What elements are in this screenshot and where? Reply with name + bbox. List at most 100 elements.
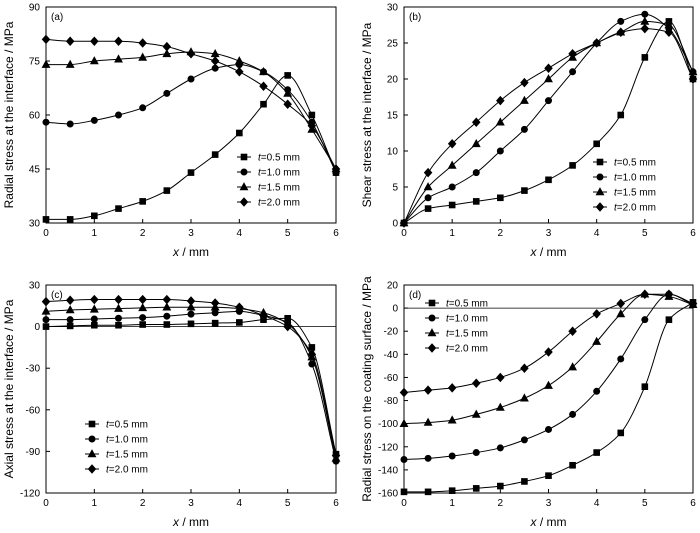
- data-point: [640, 23, 650, 34]
- data-point: [640, 16, 650, 25]
- data-point: [139, 314, 147, 322]
- data-point: [89, 56, 99, 65]
- x-tick-label: 5: [642, 498, 648, 509]
- series-circle: [400, 290, 697, 463]
- data-point: [91, 212, 98, 220]
- series-line: [45, 38, 337, 170]
- legend-label: t=1.0 mm: [106, 435, 148, 446]
- data-point: [41, 59, 51, 68]
- legend-marker: [88, 435, 96, 443]
- data-point: [495, 402, 505, 411]
- legend-label: t=2.0 mm: [446, 344, 488, 355]
- data-point: [593, 140, 600, 148]
- x-tick-label: 6: [690, 228, 696, 239]
- data-point: [259, 66, 268, 76]
- data-point: [520, 363, 529, 373]
- data-point: [424, 488, 432, 496]
- data-point: [472, 198, 480, 205]
- data-point: [307, 349, 317, 360]
- data-point: [260, 100, 267, 108]
- series-triangle: [399, 16, 698, 227]
- x-tick-label: 5: [285, 228, 291, 239]
- data-point: [308, 344, 316, 351]
- x-tick-label: 2: [498, 498, 504, 509]
- data-point: [211, 309, 219, 317]
- y-axis-title: Radial stress at the interface / MPa: [2, 21, 16, 208]
- data-point: [616, 27, 626, 37]
- data-point: [42, 216, 50, 223]
- data-point: [114, 294, 123, 305]
- data-point: [90, 294, 99, 305]
- data-point: [495, 117, 505, 126]
- data-point: [497, 194, 504, 202]
- data-point: [544, 74, 553, 83]
- x-tick-label: 2: [140, 228, 146, 239]
- legend-label: t=0.5 mm: [106, 420, 148, 431]
- series-line: [46, 51, 337, 170]
- data-point: [423, 417, 433, 426]
- y-tick-label: 5: [392, 183, 398, 194]
- y-tick-label: 0: [392, 304, 398, 315]
- legend-label: t=1.5 mm: [446, 329, 488, 340]
- data-point: [91, 321, 98, 329]
- data-point: [569, 461, 576, 469]
- data-point: [115, 111, 122, 119]
- data-point: [186, 302, 196, 311]
- data-point: [471, 378, 481, 388]
- data-point: [234, 56, 244, 65]
- data-point: [448, 452, 456, 460]
- legend-marker: [240, 168, 248, 176]
- data-point: [617, 355, 625, 363]
- data-point: [307, 121, 317, 131]
- data-point: [496, 95, 505, 106]
- data-point: [138, 294, 147, 305]
- x-tick-label: 4: [237, 228, 243, 239]
- data-point: [162, 302, 172, 311]
- legend-marker: [239, 182, 249, 191]
- legend-label: t=1.5 mm: [258, 183, 300, 194]
- x-tick-label: 0: [401, 498, 407, 509]
- y-axis-title: Axial stress at the interface / MPa: [2, 299, 16, 478]
- y-tick-label: 30: [29, 281, 41, 292]
- data-point: [114, 303, 123, 312]
- series-square: [42, 72, 340, 223]
- data-point: [65, 295, 75, 306]
- data-point: [569, 410, 577, 418]
- data-point: [259, 81, 268, 91]
- legend-marker: [428, 299, 436, 307]
- data-point: [568, 362, 578, 371]
- data-point: [569, 68, 577, 76]
- y-tick-label: -40: [384, 350, 399, 361]
- data-point: [617, 111, 625, 119]
- data-point: [187, 310, 195, 318]
- data-point: [640, 289, 650, 299]
- data-point: [448, 183, 456, 191]
- data-point: [592, 38, 601, 48]
- y-tick-label: 25: [387, 39, 399, 50]
- data-point: [41, 34, 51, 45]
- data-point: [162, 41, 172, 52]
- x-tick-label: 0: [43, 498, 49, 509]
- data-point: [447, 160, 457, 169]
- data-point: [544, 380, 553, 389]
- legend-label: t=2.0 mm: [258, 198, 300, 209]
- data-point: [90, 116, 98, 124]
- series-diamond: [41, 294, 341, 461]
- data-point: [163, 89, 171, 97]
- data-point: [545, 97, 552, 105]
- data-point: [42, 316, 50, 324]
- data-point: [521, 478, 528, 485]
- data-point: [616, 298, 626, 309]
- y-tick-label: -120: [20, 489, 40, 500]
- data-point: [424, 454, 432, 462]
- data-point: [331, 164, 341, 174]
- data-point: [569, 162, 576, 169]
- data-point: [544, 347, 553, 357]
- legend-marker: [427, 343, 437, 353]
- data-point: [423, 182, 433, 191]
- legend-label: t=1.0 mm: [446, 314, 488, 325]
- data-point: [66, 216, 74, 223]
- data-point: [593, 449, 600, 456]
- data-point: [399, 218, 409, 228]
